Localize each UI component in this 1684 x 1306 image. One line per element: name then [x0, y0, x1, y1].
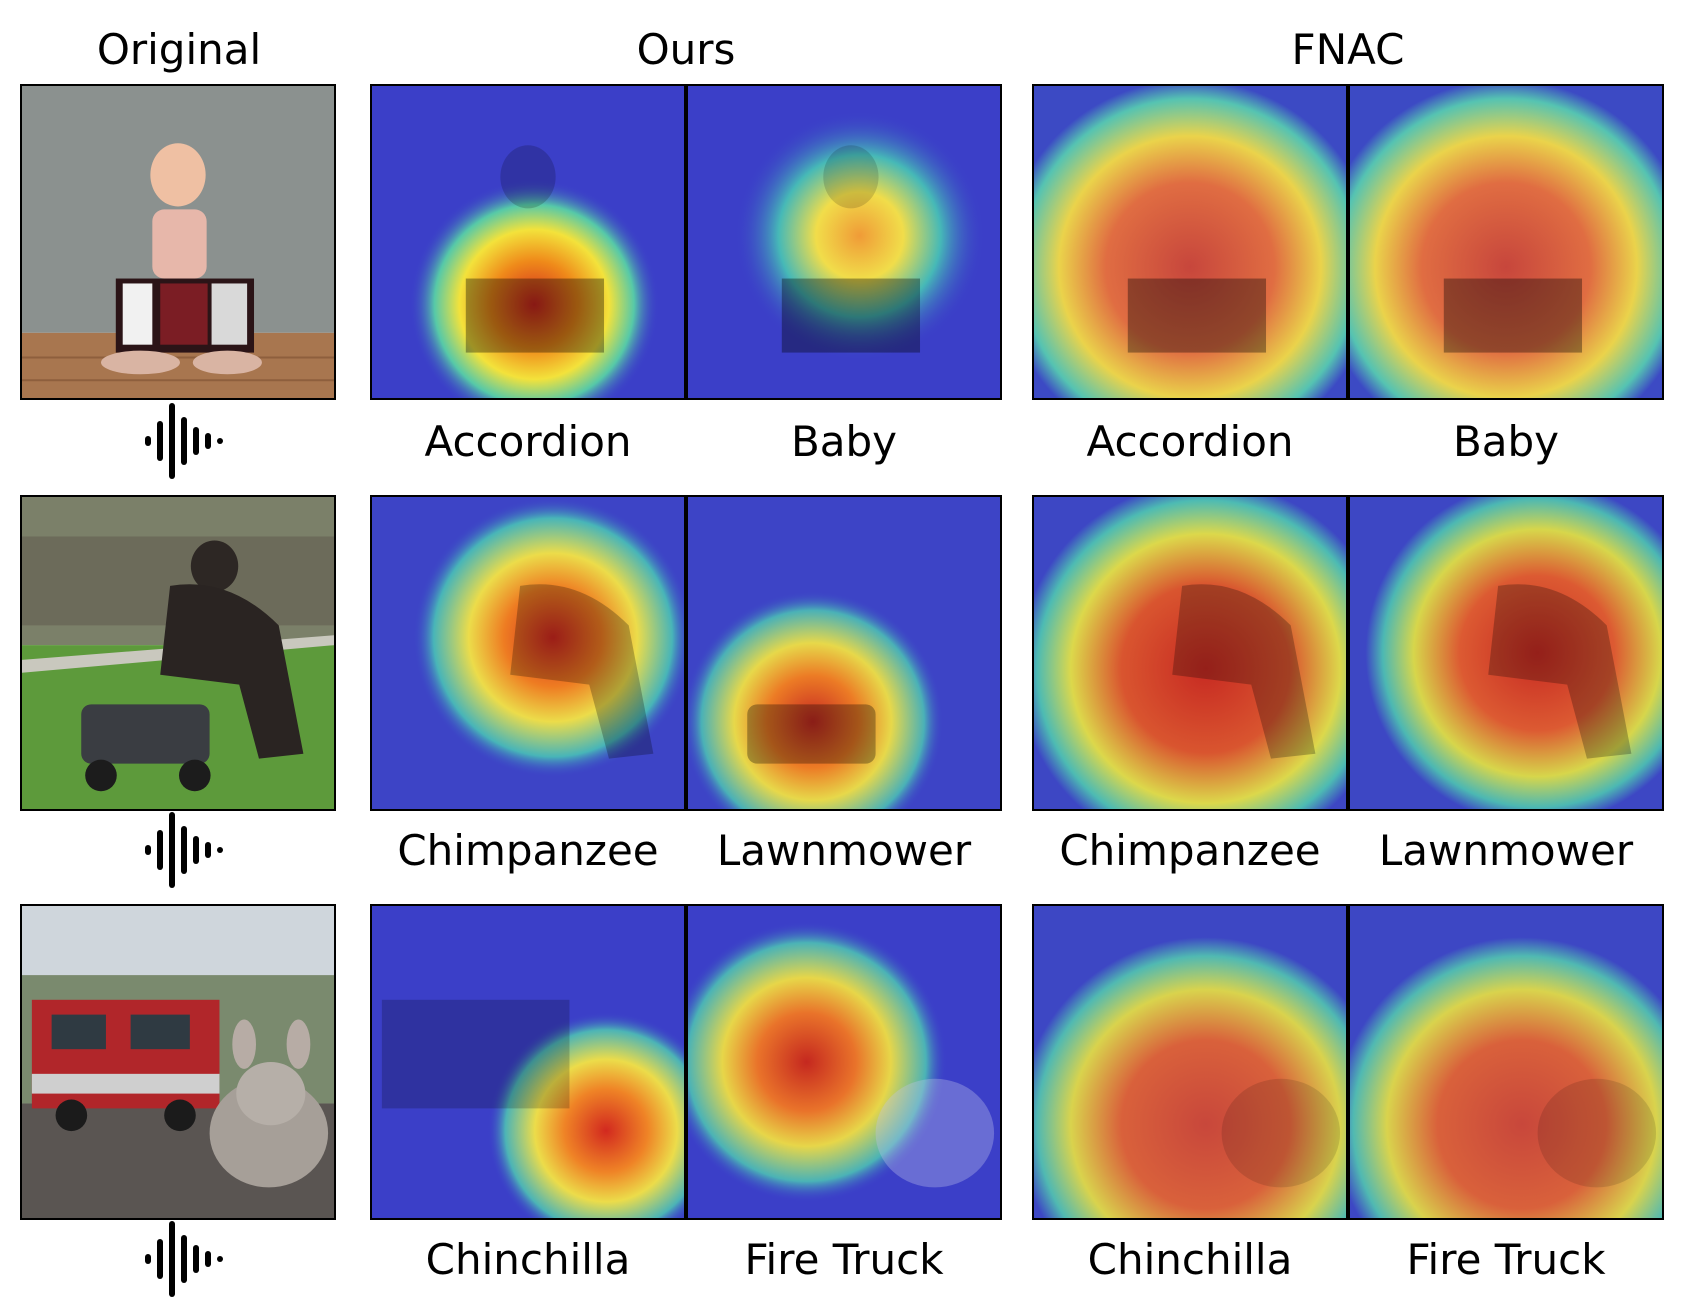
- audio-waveform-icon: [139, 1217, 223, 1301]
- label-fnac-1-b: Baby: [1452, 417, 1560, 466]
- header-ours: Ours: [636, 25, 736, 74]
- fnac-heatmap-baby: [1348, 84, 1664, 400]
- label-fnac-3-b: Fire Truck: [1406, 1235, 1606, 1284]
- fnac-heatmap-chinchilla: [1032, 904, 1348, 1220]
- label-fnac-2-a: Chimpanzee: [1059, 826, 1321, 875]
- ours-heatmap-fire-truck: [686, 904, 1002, 1220]
- original-image-chinchilla-firetruck: [20, 904, 336, 1220]
- label-ours-1-a: Accordion: [424, 417, 632, 466]
- audio-waveform-icon: [139, 399, 223, 483]
- label-ours-2-a: Chimpanzee: [397, 826, 659, 875]
- label-fnac-2-b: Lawnmower: [1378, 826, 1634, 875]
- audio-waveform-icon: [139, 808, 223, 892]
- label-ours-3-b: Fire Truck: [744, 1235, 944, 1284]
- fnac-heatmap-chimpanzee: [1032, 495, 1348, 811]
- header-fnac: FNAC: [1291, 25, 1405, 74]
- label-ours-2-b: Lawnmower: [716, 826, 972, 875]
- label-ours-3-a: Chinchilla: [425, 1235, 631, 1284]
- label-fnac-3-a: Chinchilla: [1087, 1235, 1293, 1284]
- fnac-heatmap-lawnmower: [1348, 495, 1664, 811]
- label-fnac-1-a: Accordion: [1086, 417, 1294, 466]
- original-image-chimp-lawnmower: [20, 495, 336, 811]
- ours-heatmap-accordion: [370, 84, 686, 400]
- ours-heatmap-lawnmower: [686, 495, 1002, 811]
- ours-heatmap-baby: [686, 84, 1002, 400]
- label-ours-1-b: Baby: [790, 417, 898, 466]
- fnac-heatmap-accordion: [1032, 84, 1348, 400]
- original-image-baby-accordion: [20, 84, 336, 400]
- fnac-heatmap-fire-truck: [1348, 904, 1664, 1220]
- header-original: Original: [96, 25, 262, 74]
- ours-heatmap-chimpanzee: [370, 495, 686, 811]
- ours-heatmap-chinchilla: [370, 904, 686, 1220]
